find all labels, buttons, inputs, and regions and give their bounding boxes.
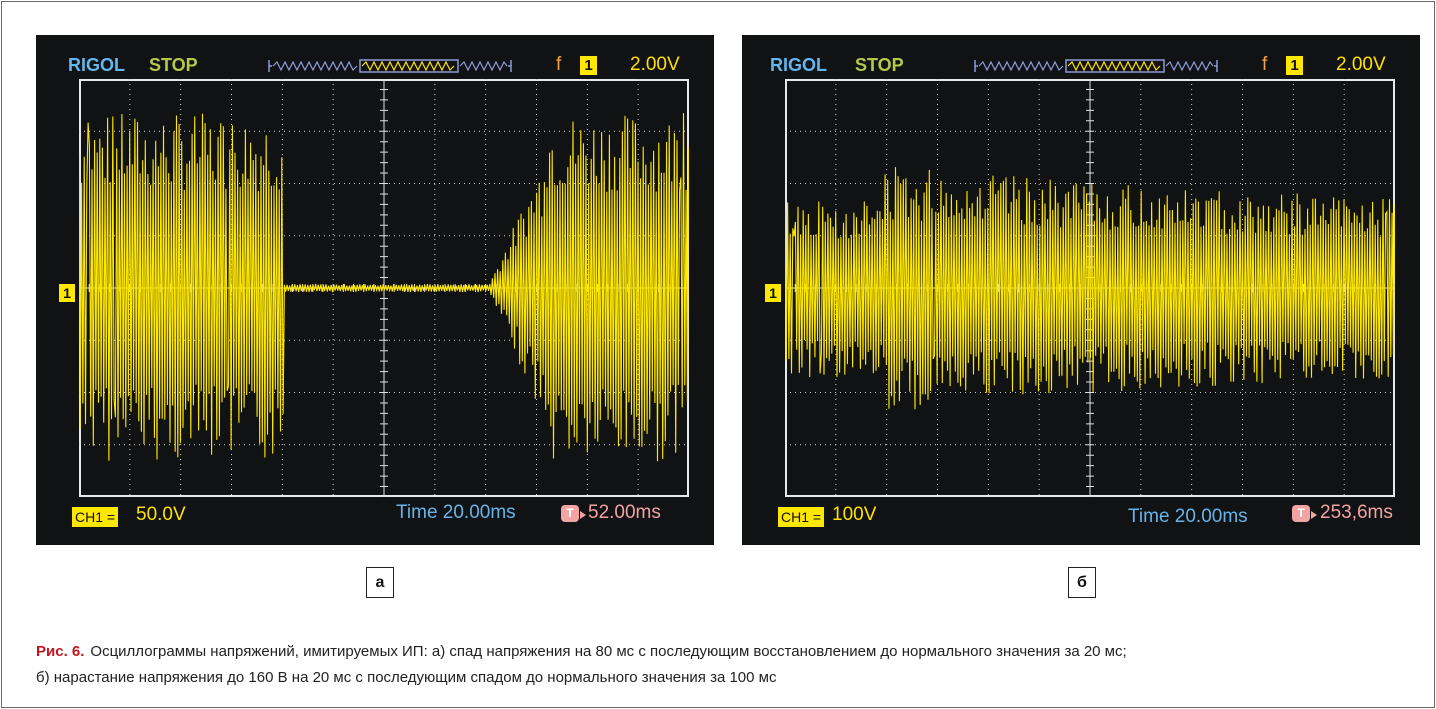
figure-number: Рис. 6. xyxy=(36,643,85,660)
run-state-label: STOP xyxy=(149,55,198,75)
trigger-badge-icon: T xyxy=(561,505,579,522)
volts-per-div-label: 2.00V xyxy=(630,54,680,75)
panel-label-b: б xyxy=(1068,567,1096,598)
timebase-label: Time 20.00ms xyxy=(396,502,516,523)
volts-per-div-label: 2.00V xyxy=(1336,54,1386,75)
channel-scale-label: 50.0V xyxy=(136,504,186,525)
brand-label: RIGOL xyxy=(770,55,827,75)
trigger-edge-label: f xyxy=(556,54,562,75)
oscilloscope-screen-a: RIGOL STOP f 1 2.00V 1 CH1 = 50.0V Time … xyxy=(36,35,714,545)
timebase-label: Time 20.00ms xyxy=(1128,506,1248,527)
channel-marker: 1 xyxy=(765,284,781,302)
trigger-badge-icon: T xyxy=(1292,505,1310,522)
trigger-delay-label: 253,6ms xyxy=(1320,502,1393,523)
caption-line-2: б) нарастание напряжения до 160 В на 20 … xyxy=(36,669,777,686)
trigger-arrow-icon xyxy=(1311,511,1317,519)
memory-buffer-icon xyxy=(974,59,1218,73)
waveform-plot xyxy=(79,79,689,497)
channel-number-badge: 1 xyxy=(580,56,597,75)
oscilloscope-screen-b: RIGOL STOP f 1 2.00V 1 CH1 = 100V Time 2… xyxy=(742,35,1420,545)
channel-tag: CH1 = xyxy=(778,507,825,527)
waveform-plot xyxy=(785,79,1395,497)
trigger-delay-label: 52.00ms xyxy=(588,502,661,523)
channel-marker: 1 xyxy=(59,284,75,302)
channel-scale-label: 100V xyxy=(832,504,877,525)
trigger-edge-label: f xyxy=(1262,54,1268,75)
memory-buffer-icon xyxy=(268,59,512,73)
waveform-grid xyxy=(79,79,689,497)
waveform-grid xyxy=(785,79,1395,497)
trigger-arrow-icon xyxy=(580,511,586,519)
run-state-label: STOP xyxy=(855,55,904,75)
caption-line-1: Осциллограммы напряжений, имитируемых ИП… xyxy=(90,643,1127,660)
channel-tag: CH1 = xyxy=(72,507,119,527)
brand-label: RIGOL xyxy=(68,55,125,75)
signal-trace xyxy=(79,113,689,462)
figure-caption: Рис. 6. Осциллограммы напряжений, имитиру… xyxy=(36,639,1406,691)
panel-label-a: а xyxy=(366,567,394,598)
channel-number-badge: 1 xyxy=(1286,56,1303,75)
signal-trace xyxy=(785,167,1395,410)
